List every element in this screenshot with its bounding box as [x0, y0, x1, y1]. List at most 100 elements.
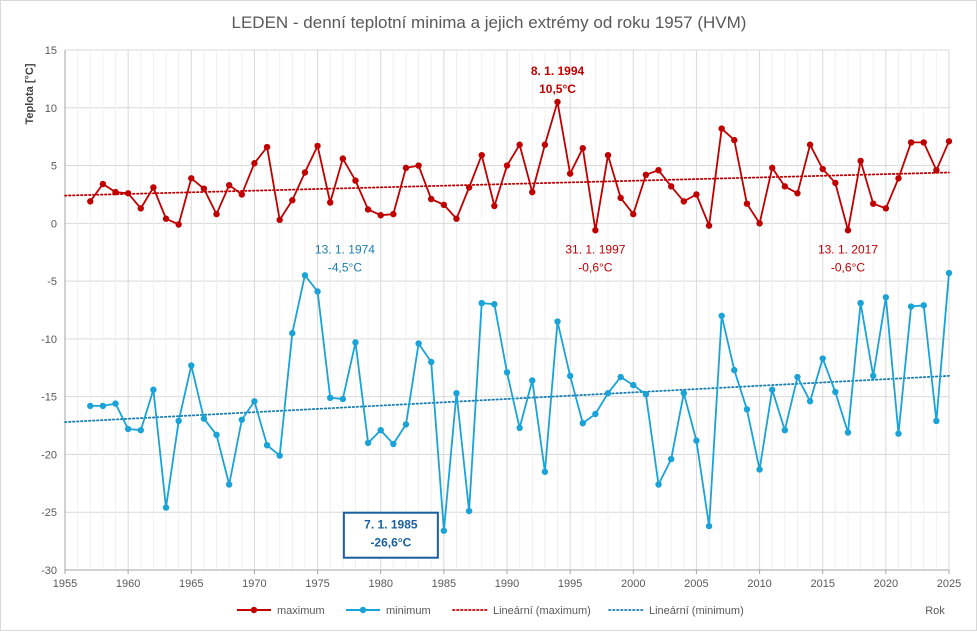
data-point — [566, 372, 574, 380]
data-point — [352, 177, 359, 184]
data-point — [920, 139, 927, 146]
annotations: 8. 1. 1994 10,5°C 31. 1. 1997 -0,6°C 13. 1. … — [315, 64, 878, 559]
data-point — [756, 466, 763, 473]
data-point — [870, 200, 877, 207]
annotation-value: -0,6°C — [578, 260, 612, 274]
x-tick-label: 2015 — [810, 578, 834, 590]
data-point — [276, 452, 283, 459]
legend-marker — [250, 606, 258, 614]
data-point — [541, 141, 549, 148]
data-point — [327, 394, 334, 402]
data-point — [87, 198, 94, 205]
data-point — [781, 183, 789, 190]
y-tick-label: -15 — [41, 392, 57, 404]
data-point — [579, 145, 586, 152]
annotation-value: 10,5°C — [539, 82, 576, 96]
x-tick-label: 2020 — [874, 578, 898, 590]
data-point — [402, 421, 410, 428]
data-point — [112, 188, 119, 196]
data-point — [516, 424, 523, 432]
legend: maximum minimum Lineární (maximum) Lineární… — [237, 605, 744, 617]
data-point — [188, 175, 195, 182]
annotation-value: -0,6°C — [831, 260, 865, 274]
data-point — [377, 212, 384, 219]
data-point — [440, 527, 448, 534]
x-tick-label: 2010 — [747, 578, 771, 590]
data-point — [314, 142, 321, 150]
data-point — [314, 288, 321, 295]
data-point — [731, 366, 738, 374]
data-point — [680, 390, 687, 397]
data-point — [844, 227, 852, 234]
y-tick-label: 10 — [45, 103, 57, 115]
data-point — [364, 439, 372, 447]
data-point — [465, 507, 473, 515]
data-point — [263, 143, 271, 151]
data-point — [743, 406, 751, 413]
data-point — [592, 227, 599, 234]
data-point — [465, 184, 473, 191]
x-tick-label: 1995 — [558, 578, 582, 590]
data-point — [832, 179, 839, 187]
data-point — [769, 164, 776, 172]
data-point — [945, 138, 953, 145]
data-point — [124, 190, 132, 197]
x-tick-label: 2025 — [937, 578, 961, 590]
data-point — [112, 400, 119, 407]
data-point — [377, 426, 384, 434]
y-tick-label: -5 — [47, 276, 57, 288]
data-point — [529, 188, 536, 196]
data-point — [642, 391, 650, 398]
data-point — [933, 417, 940, 425]
chart-title: LEDEN - denní teplotní minima a jejich e… — [232, 13, 747, 32]
data-point — [844, 429, 852, 436]
data-point — [137, 205, 144, 212]
annotation-value: -4,5°C — [328, 260, 362, 274]
data-point — [453, 215, 460, 222]
x-axis-label: Rok — [925, 605, 945, 617]
x-tick-label: 1985 — [432, 578, 456, 590]
data-point — [617, 373, 624, 381]
legend-marker — [359, 606, 367, 614]
data-point — [907, 139, 915, 146]
data-point — [339, 155, 347, 162]
data-point — [794, 373, 801, 381]
x-tick-label: 1965 — [179, 578, 203, 590]
y-tick-label: -30 — [41, 565, 57, 577]
data-point — [440, 201, 448, 209]
x-tick-label: 2000 — [621, 578, 645, 590]
data-point — [516, 141, 523, 148]
data-point — [907, 303, 915, 310]
data-point — [933, 166, 940, 174]
data-point — [491, 301, 498, 308]
legend-label: maximum — [277, 605, 325, 617]
data-point — [251, 398, 258, 405]
annotation-value: -26,6°C — [370, 536, 411, 550]
data-point — [213, 431, 220, 438]
data-point — [718, 312, 725, 319]
data-point — [895, 175, 902, 182]
annotation-date: 13. 1. 1974 — [315, 242, 375, 256]
data-point — [87, 402, 94, 410]
data-point — [870, 372, 877, 380]
data-point — [604, 151, 612, 159]
data-point — [327, 199, 334, 206]
data-point — [453, 390, 460, 397]
x-tick-label: 1980 — [368, 578, 392, 590]
data-point — [150, 386, 157, 393]
data-point — [819, 165, 826, 173]
data-point — [895, 430, 902, 437]
data-point — [415, 340, 422, 347]
data-point — [503, 162, 511, 169]
data-point — [781, 426, 789, 434]
data-point — [806, 398, 814, 405]
data-point — [276, 216, 283, 224]
data-point — [655, 481, 662, 488]
y-tick-label: 5 — [51, 161, 57, 173]
data-point — [390, 210, 397, 218]
data-point — [200, 185, 208, 192]
data-point — [478, 299, 485, 307]
data-point — [882, 294, 890, 301]
data-point — [693, 437, 700, 444]
